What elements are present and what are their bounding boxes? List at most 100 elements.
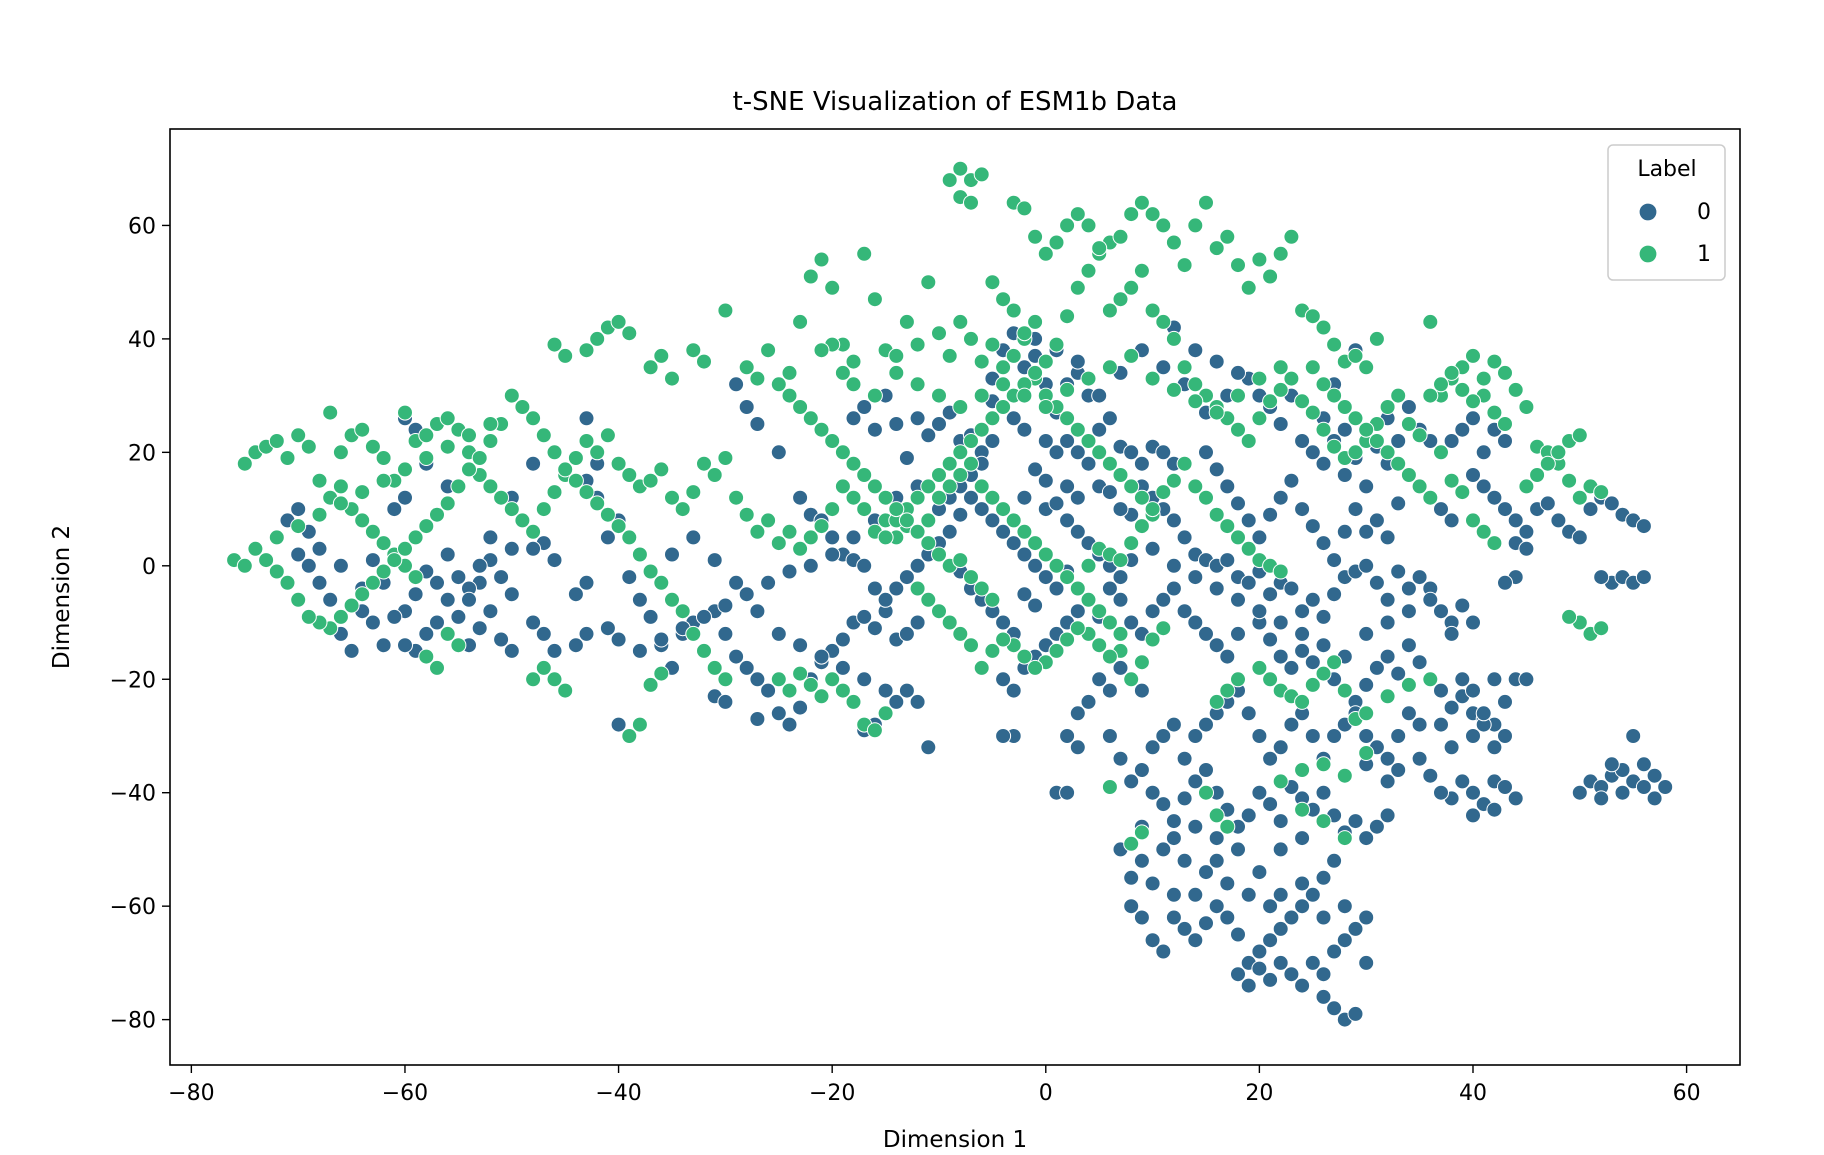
scatter-point-label-0 xyxy=(343,642,360,659)
scatter-point-label-1 xyxy=(802,676,819,693)
scatter-point-label-0 xyxy=(1069,603,1086,620)
scatter-point-label-0 xyxy=(1251,529,1268,546)
scatter-point-label-0 xyxy=(311,540,328,557)
y-tick-label: 20 xyxy=(128,441,156,466)
scatter-point-label-0 xyxy=(1433,682,1449,699)
scatter-point-label-0 xyxy=(621,569,638,586)
scatter-point-label-0 xyxy=(1465,614,1481,631)
scatter-point-label-0 xyxy=(1240,807,1257,824)
x-tick-label: 40 xyxy=(1459,1081,1487,1106)
scatter-point-label-0 xyxy=(1176,852,1193,869)
scatter-point-label-0 xyxy=(1198,625,1214,642)
scatter-point-label-1 xyxy=(653,574,670,591)
scatter-point-label-0 xyxy=(749,603,766,620)
scatter-point-label-0 xyxy=(1262,898,1279,915)
scatter-point-label-1 xyxy=(1176,359,1193,376)
scatter-point-label-0 xyxy=(984,512,1001,529)
scatter-point-label-1 xyxy=(1080,591,1097,608)
scatter-point-label-0 xyxy=(450,569,467,586)
scatter-point-label-0 xyxy=(1251,960,1268,977)
scatter-point-label-0 xyxy=(1358,676,1375,693)
scatter-point-label-1 xyxy=(236,557,253,574)
scatter-point-label-0 xyxy=(653,631,670,648)
scatter-point-label-0 xyxy=(1283,580,1300,597)
scatter-point-label-1 xyxy=(909,523,926,540)
scatter-point-label-1 xyxy=(589,495,606,512)
scatter-point-label-1 xyxy=(717,671,734,688)
scatter-point-label-1 xyxy=(1187,393,1204,410)
scatter-point-label-1 xyxy=(1283,228,1300,245)
scatter-point-label-1 xyxy=(1080,370,1097,387)
scatter-point-label-1 xyxy=(877,529,894,546)
scatter-point-label-0 xyxy=(749,416,766,432)
scatter-point-label-0 xyxy=(1294,830,1311,847)
scatter-point-label-1 xyxy=(535,659,552,676)
scatter-point-label-0 xyxy=(1304,444,1321,461)
scatter-point-label-0 xyxy=(1027,461,1044,478)
scatter-point-label-1 xyxy=(1400,467,1417,483)
scatter-point-label-1 xyxy=(1133,194,1150,211)
scatter-point-label-1 xyxy=(952,160,969,177)
scatter-point-label-0 xyxy=(1454,597,1471,614)
scatter-point-label-1 xyxy=(1101,614,1118,631)
scatter-point-label-0 xyxy=(1069,444,1086,461)
x-axis: −80 −60 −40 −20 0 20 40 60 xyxy=(168,1065,1701,1106)
scatter-point-label-0 xyxy=(397,489,413,506)
scatter-point-label-0 xyxy=(1571,784,1588,801)
scatter-point-label-0 xyxy=(439,591,456,608)
scatter-point-label-1 xyxy=(1101,302,1118,319)
scatter-point-label-1 xyxy=(332,444,349,461)
scatter-point-label-1 xyxy=(621,467,638,483)
scatter-point-label-1 xyxy=(984,591,1001,608)
scatter-point-label-0 xyxy=(1368,818,1385,835)
scatter-point-label-0 xyxy=(1176,529,1193,546)
scatter-point-label-0 xyxy=(1155,943,1172,960)
scatter-point-label-1 xyxy=(941,478,958,495)
scatter-point-label-0 xyxy=(1411,750,1428,767)
scatter-point-label-1 xyxy=(268,563,285,580)
scatter-point-label-1 xyxy=(621,529,638,546)
scatter-point-label-1 xyxy=(920,478,937,495)
scatter-point-label-0 xyxy=(1475,705,1492,722)
scatter-point-label-1 xyxy=(1059,308,1076,325)
scatter-point-label-0 xyxy=(429,574,445,591)
scatter-point-label-1 xyxy=(995,399,1012,415)
scatter-point-label-1 xyxy=(589,330,606,347)
scatter-point-label-0 xyxy=(1390,762,1407,778)
y-tick-label: 40 xyxy=(128,328,156,353)
scatter-point-label-0 xyxy=(792,489,809,506)
scatter-point-label-1 xyxy=(973,580,990,597)
scatter-point-label-0 xyxy=(1198,444,1214,461)
scatter-point-label-0 xyxy=(1123,869,1140,886)
scatter-point-label-1 xyxy=(824,671,841,688)
scatter-point-label-0 xyxy=(1486,801,1503,818)
scatter-point-label-0 xyxy=(1187,569,1204,586)
scatter-point-label-0 xyxy=(1315,869,1332,886)
scatter-point-label-0 xyxy=(1176,750,1193,767)
scatter-point-label-1 xyxy=(482,416,499,432)
scatter-point-label-0 xyxy=(920,427,937,444)
scatter-point-label-0 xyxy=(792,699,809,716)
scatter-point-label-0 xyxy=(1112,659,1129,676)
scatter-point-label-1 xyxy=(1069,421,1086,438)
scatter-point-label-1 xyxy=(1144,370,1161,387)
scatter-point-label-1 xyxy=(1155,217,1172,234)
scatter-point-label-1 xyxy=(685,625,702,642)
scatter-point-label-0 xyxy=(1326,552,1343,569)
scatter-point-label-1 xyxy=(760,342,777,359)
scatter-point-label-0 xyxy=(845,529,862,546)
scatter-point-label-0 xyxy=(728,574,745,591)
scatter-point-label-1 xyxy=(1155,313,1172,330)
scatter-point-label-1 xyxy=(952,444,969,461)
scatter-point-label-0 xyxy=(1144,932,1161,949)
scatter-point-label-1 xyxy=(1016,325,1033,342)
scatter-point-label-0 xyxy=(1165,512,1182,529)
scatter-point-label-0 xyxy=(1027,597,1044,614)
scatter-point-label-0 xyxy=(781,563,798,580)
scatter-point-label-1 xyxy=(1123,671,1140,688)
scatter-point-label-1 xyxy=(973,421,990,438)
scatter-point-label-0 xyxy=(1155,444,1172,461)
scatter-point-label-1 xyxy=(1208,404,1225,421)
scatter-point-label-1 xyxy=(322,404,339,421)
scatter-point-label-0 xyxy=(931,416,947,432)
